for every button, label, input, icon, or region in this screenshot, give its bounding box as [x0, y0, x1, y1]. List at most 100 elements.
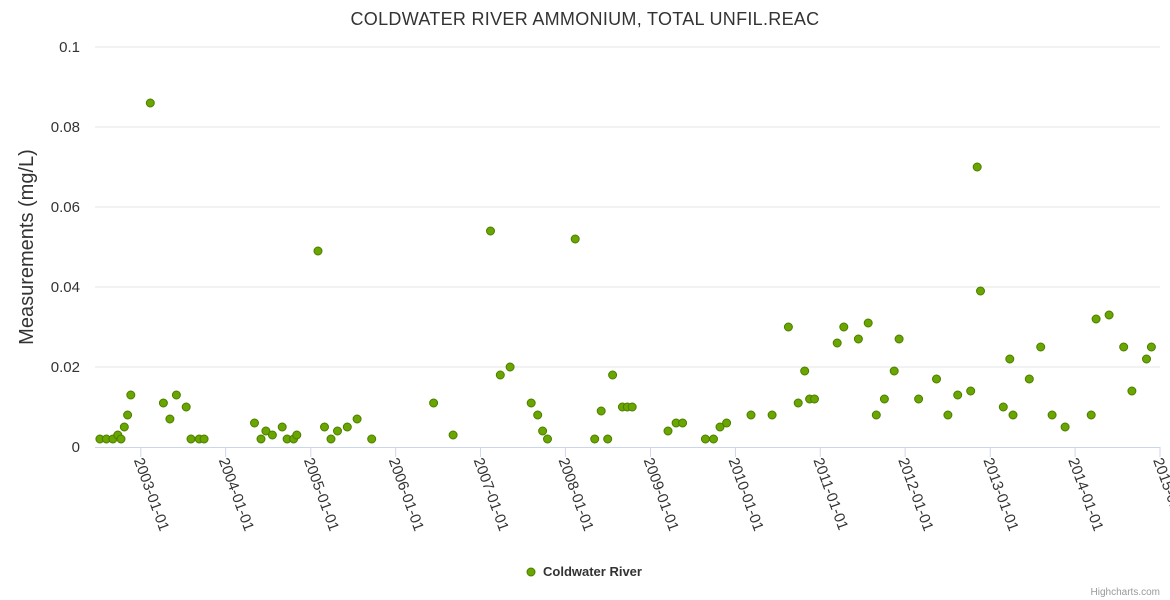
scatter-series	[95, 98, 1156, 444]
data-point[interactable]	[746, 410, 756, 420]
data-point[interactable]	[966, 386, 976, 396]
y-tick-label: 0	[72, 439, 80, 456]
data-point[interactable]	[810, 394, 819, 404]
data-point[interactable]	[1146, 342, 1156, 352]
data-point[interactable]	[256, 434, 266, 444]
data-point[interactable]	[1005, 354, 1015, 364]
data-point[interactable]	[943, 410, 953, 420]
data-point[interactable]	[894, 334, 904, 344]
data-point[interactable]	[800, 366, 810, 376]
y-axis-ticks: 0 0.02 0.04 0.06 0.08 0.1	[51, 39, 80, 456]
credits-link[interactable]: Highcharts.com	[1091, 587, 1160, 598]
data-point[interactable]	[543, 434, 552, 444]
data-point[interactable]	[627, 402, 637, 412]
data-point[interactable]	[1008, 410, 1018, 420]
data-point[interactable]	[1104, 310, 1114, 320]
legend[interactable]: Coldwater River	[526, 564, 642, 579]
data-point[interactable]	[853, 334, 863, 344]
data-point[interactable]	[871, 410, 881, 420]
data-point[interactable]	[123, 410, 133, 420]
x-tick-label: 2009-01-01	[640, 456, 682, 534]
legend-item-label[interactable]: Coldwater River	[543, 564, 642, 579]
grid	[95, 46, 1160, 368]
data-point[interactable]	[889, 366, 899, 376]
data-point[interactable]	[863, 318, 873, 328]
data-point[interactable]	[1047, 410, 1057, 420]
data-point[interactable]	[1127, 386, 1137, 396]
data-point[interactable]	[199, 434, 209, 444]
x-tick-label: 2006-01-01	[385, 456, 427, 534]
data-point[interactable]	[914, 394, 924, 404]
x-tick-label: 2012-01-01	[894, 456, 936, 534]
data-point[interactable]	[953, 390, 963, 400]
data-point[interactable]	[1024, 374, 1034, 384]
data-point[interactable]	[793, 398, 803, 408]
data-point[interactable]	[320, 422, 329, 432]
data-point[interactable]	[352, 414, 362, 424]
data-point[interactable]	[998, 402, 1008, 412]
data-point[interactable]	[722, 418, 732, 428]
data-point[interactable]	[570, 234, 580, 244]
data-point[interactable]	[526, 398, 536, 408]
data-point[interactable]	[367, 434, 377, 444]
data-point[interactable]	[533, 410, 543, 420]
data-point[interactable]	[663, 426, 673, 436]
data-point[interactable]	[879, 394, 889, 404]
data-point[interactable]	[145, 98, 155, 108]
data-point[interactable]	[292, 430, 302, 440]
data-point[interactable]	[1036, 342, 1046, 352]
data-point[interactable]	[1142, 354, 1151, 364]
data-point[interactable]	[495, 370, 505, 380]
data-point[interactable]	[277, 422, 287, 432]
x-tick-label: 2004-01-01	[215, 456, 257, 534]
y-tick-label: 0.02	[51, 359, 80, 376]
data-point[interactable]	[608, 370, 618, 380]
data-point[interactable]	[429, 398, 439, 408]
data-point[interactable]	[250, 418, 259, 428]
data-point[interactable]	[932, 374, 941, 384]
data-point[interactable]	[976, 286, 985, 296]
data-point[interactable]	[333, 426, 342, 436]
data-point[interactable]	[590, 434, 600, 444]
data-point[interactable]	[596, 406, 606, 416]
y-tick-label: 0.04	[51, 279, 80, 296]
data-point[interactable]	[709, 434, 718, 444]
y-tick-label: 0.1	[59, 39, 80, 56]
data-point[interactable]	[119, 422, 129, 432]
data-point[interactable]	[261, 426, 271, 436]
data-point[interactable]	[486, 226, 495, 236]
data-point[interactable]	[116, 434, 126, 444]
data-point[interactable]	[972, 162, 982, 172]
x-tick-label: 2010-01-01	[725, 456, 767, 534]
data-point[interactable]	[186, 434, 196, 444]
data-point[interactable]	[448, 430, 458, 440]
legend-symbol-icon	[526, 567, 536, 577]
x-tick-label: 2007-01-01	[470, 456, 512, 534]
data-point[interactable]	[313, 246, 323, 256]
data-point[interactable]	[1091, 314, 1101, 324]
data-point[interactable]	[1060, 422, 1070, 432]
data-point[interactable]	[767, 410, 777, 420]
data-point[interactable]	[171, 390, 181, 400]
data-point[interactable]	[832, 338, 842, 348]
data-point[interactable]	[267, 430, 277, 440]
data-point[interactable]	[839, 322, 849, 332]
data-point[interactable]	[678, 418, 688, 428]
data-point[interactable]	[538, 426, 548, 436]
data-point[interactable]	[783, 322, 793, 332]
data-point[interactable]	[603, 434, 613, 444]
data-point[interactable]	[1086, 410, 1096, 420]
data-point[interactable]	[342, 422, 352, 432]
data-point[interactable]	[1119, 342, 1129, 352]
data-point[interactable]	[700, 434, 710, 444]
data-point[interactable]	[126, 390, 136, 400]
data-point[interactable]	[715, 422, 725, 432]
x-tick-label: 2008-01-01	[555, 456, 597, 534]
data-point[interactable]	[158, 398, 168, 408]
x-tick-label: 2013-01-01	[979, 456, 1021, 534]
x-tick-label: 2011-01-01	[810, 456, 852, 533]
data-point[interactable]	[505, 362, 515, 372]
data-point[interactable]	[165, 414, 175, 424]
data-point[interactable]	[326, 434, 336, 444]
data-point[interactable]	[181, 402, 191, 412]
